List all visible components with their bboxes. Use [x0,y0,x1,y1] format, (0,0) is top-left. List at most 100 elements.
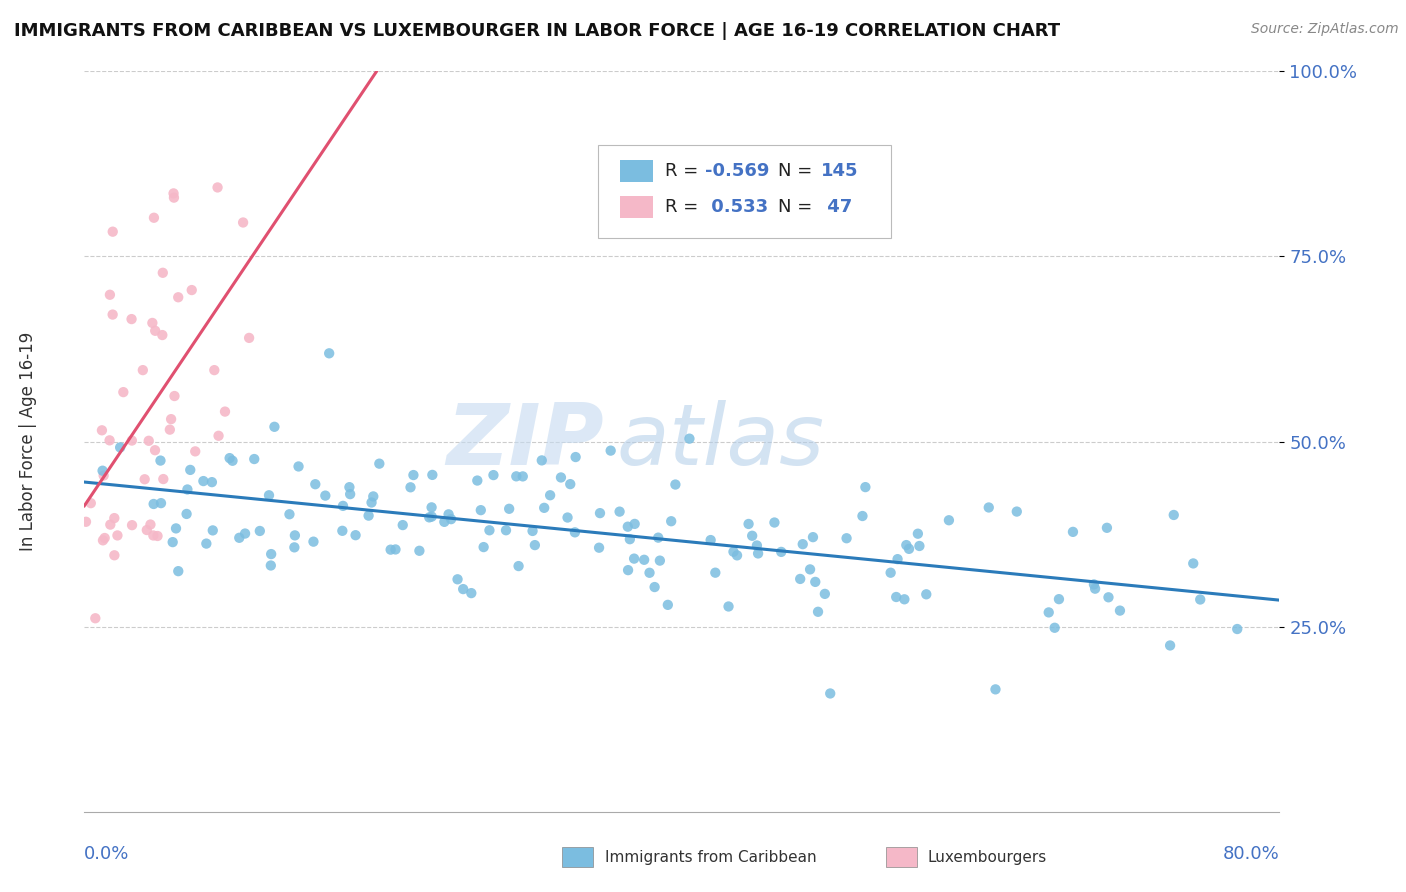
Text: R =: R = [665,162,704,180]
Point [915,587,938,601]
Point [101,225,124,239]
Point [132,363,155,377]
Text: Source: ZipAtlas.com: Source: ZipAtlas.com [1251,22,1399,37]
Point [165,521,187,535]
Point [638,566,661,580]
Point [214,404,236,418]
Point [807,605,830,619]
Text: N =: N = [778,162,817,180]
Point [623,516,645,531]
Point [704,566,727,580]
Point [418,510,440,524]
Point [538,488,561,502]
Point [451,582,474,596]
Text: -0.569: -0.569 [704,162,769,180]
Point [146,529,169,543]
Point [162,535,184,549]
Point [138,434,160,448]
Point [149,453,172,467]
Point [801,530,824,544]
Point [134,472,156,486]
Point [179,463,201,477]
Text: R =: R = [665,198,704,216]
Point [678,432,700,446]
Point [617,563,640,577]
Point [207,429,229,443]
Point [107,528,129,542]
Point [659,514,682,528]
Point [167,290,190,304]
Point [1095,521,1118,535]
Point [112,385,135,400]
Point [163,389,186,403]
Point [1189,592,1212,607]
Point [623,551,645,566]
Point [508,559,530,574]
Point [284,528,307,542]
Point [103,511,125,525]
Point [792,537,814,551]
Point [167,564,190,578]
Point [141,316,163,330]
Point [160,412,183,426]
Point [98,287,121,301]
Point [121,518,143,533]
Point [647,531,669,545]
Point [1097,591,1119,605]
Point [723,545,745,559]
Point [260,547,283,561]
Point [588,541,610,555]
Point [498,501,520,516]
Point [243,452,266,467]
Point [472,540,495,554]
Point [420,500,443,515]
Point [150,328,173,343]
Point [162,186,184,201]
Point [176,483,198,497]
Point [1083,577,1105,591]
Point [93,531,115,545]
Point [884,590,907,604]
Point [1047,592,1070,607]
Point [180,283,202,297]
Point [763,516,786,530]
Point [599,443,621,458]
Point [644,580,666,594]
Point [1005,505,1028,519]
Point [804,574,827,589]
Text: ZIP: ZIP [447,400,605,483]
Point [384,542,406,557]
Point [446,572,468,586]
Point [101,308,124,322]
Point [228,531,250,545]
Point [150,496,173,510]
Text: In Labor Force | Age 16-19: In Labor Force | Age 16-19 [18,332,37,551]
Point [399,480,422,494]
Point [98,434,121,448]
Bar [620,161,654,183]
Point [725,549,748,563]
Point [717,599,740,614]
Point [193,474,215,488]
Point [1084,582,1107,596]
Point [433,515,456,529]
Point [747,546,769,560]
Point [420,509,443,524]
Point [202,363,225,377]
Point [283,541,305,555]
Point [619,532,641,546]
Point [201,524,224,538]
Point [422,467,444,482]
Point [938,513,960,527]
Point [648,553,671,567]
Point [879,566,901,580]
Point [799,562,821,576]
Point [391,518,413,533]
Point [380,542,402,557]
Point [408,543,430,558]
Point [184,444,207,458]
Point [287,459,309,474]
Point [550,470,572,484]
Point [907,526,929,541]
Point [557,510,579,524]
